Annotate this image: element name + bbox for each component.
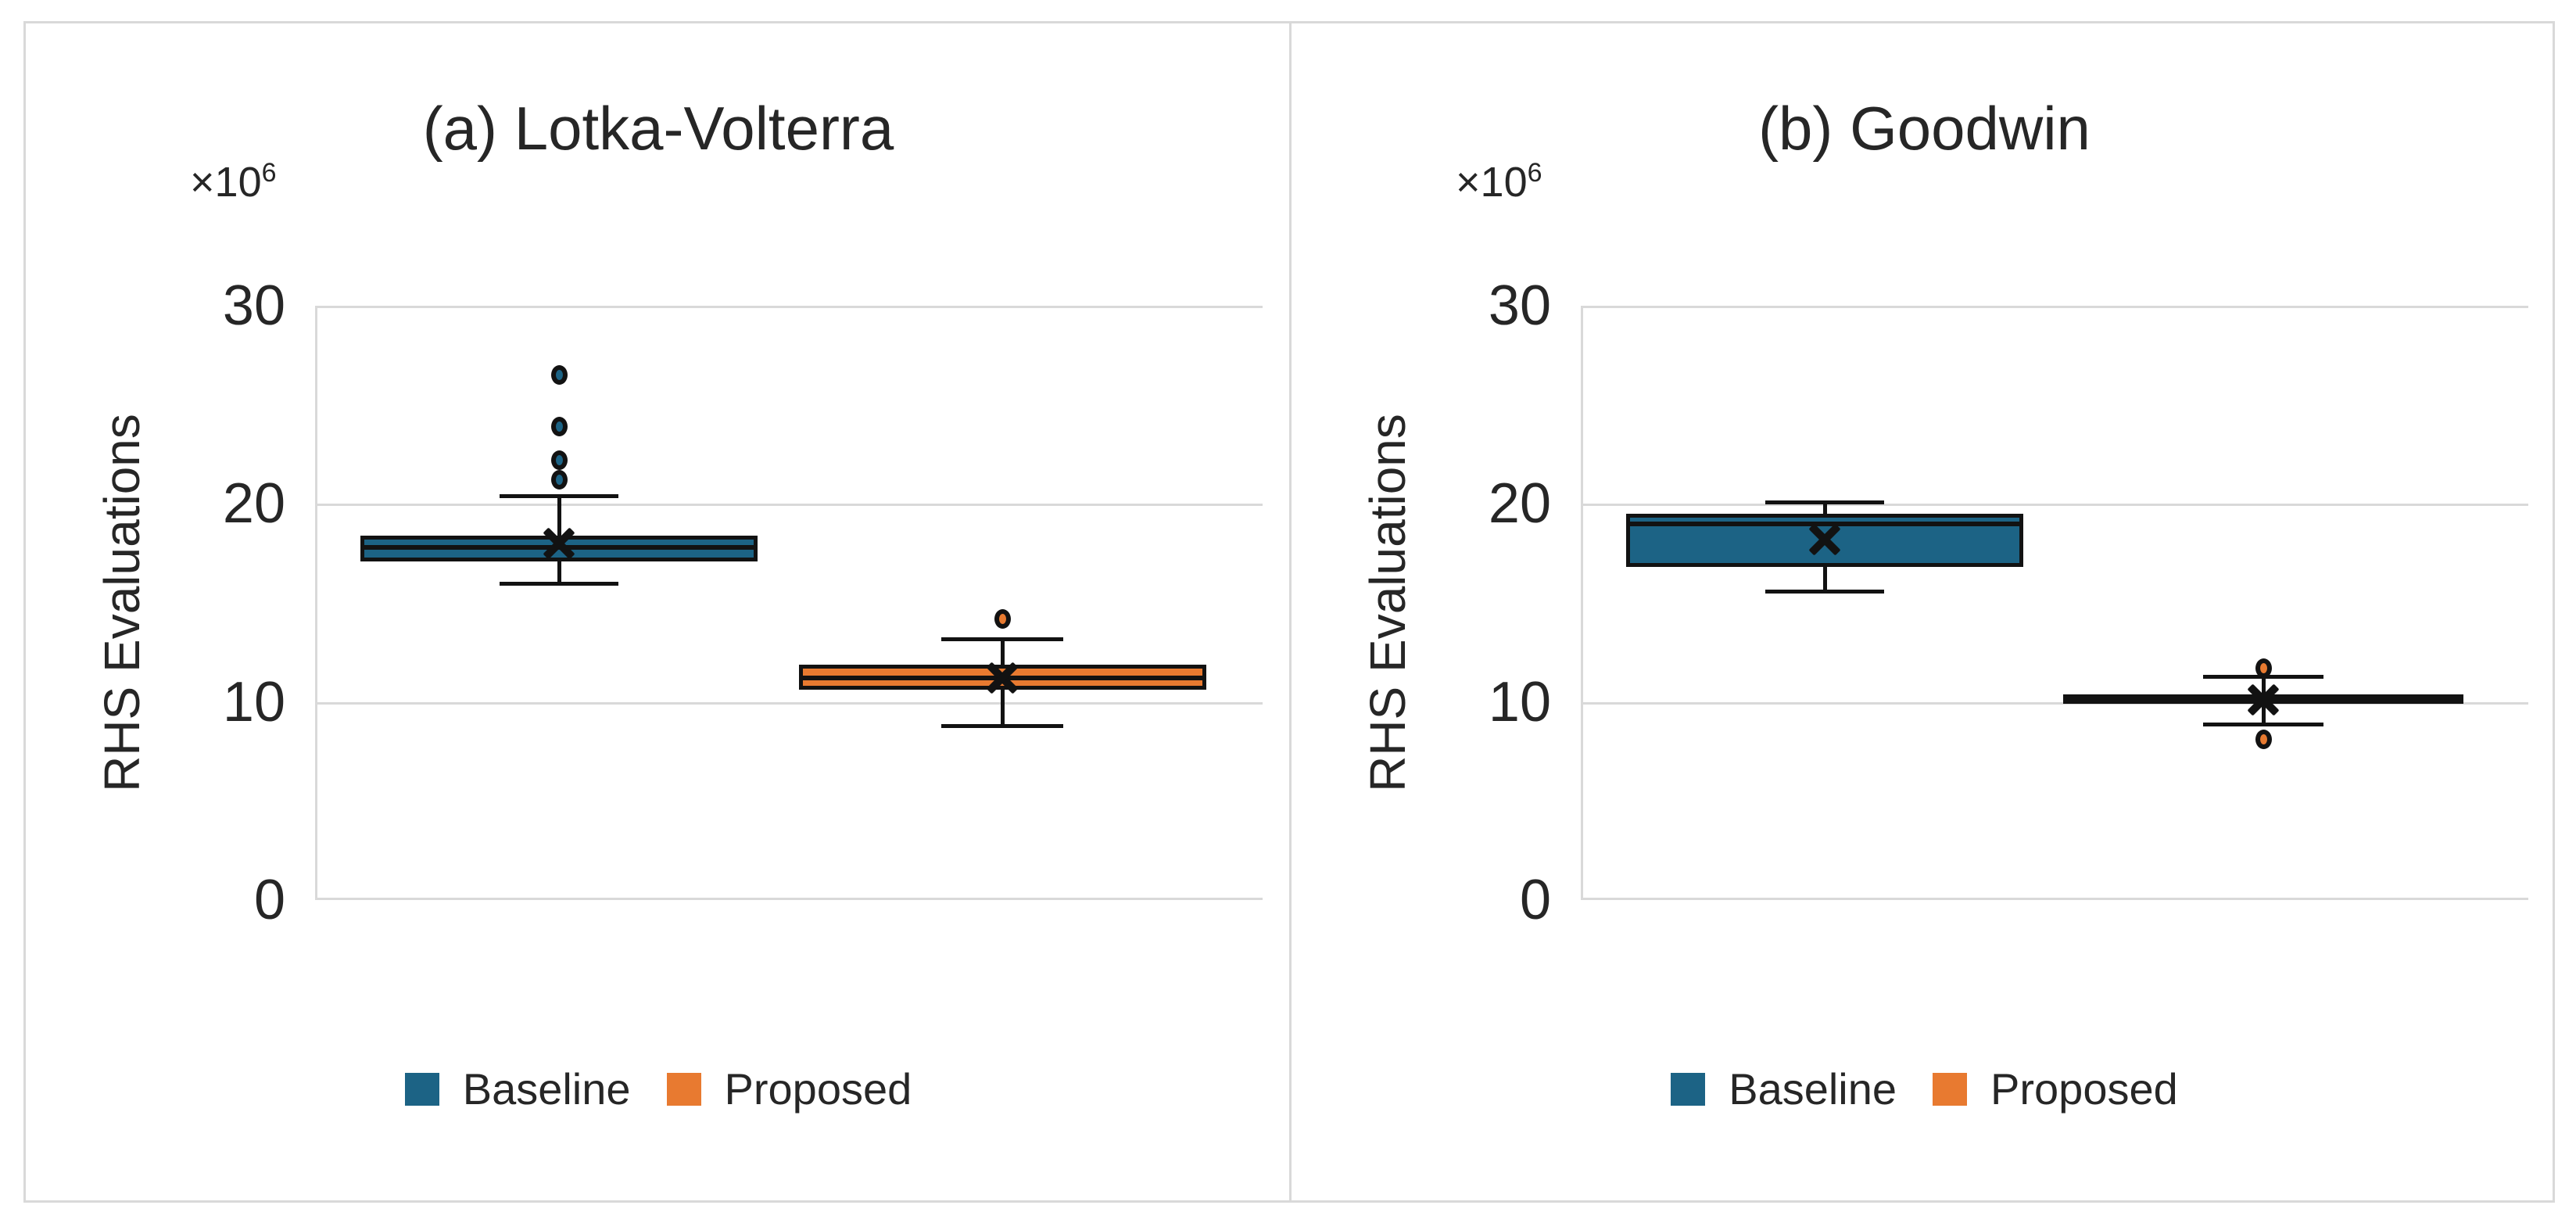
y-axis-title: RHS Evaluations — [94, 414, 150, 792]
outlier-dot — [550, 365, 568, 386]
y-tick-label: 20 — [1488, 472, 1551, 536]
panel-title: (b) Goodwin — [1758, 94, 2091, 163]
y-tick-label: 10 — [222, 670, 285, 733]
whisker-cap — [941, 724, 1064, 729]
y-tick-label: 20 — [222, 472, 285, 536]
panel-title: (a) Lotka-Volterra — [422, 94, 894, 163]
legend-swatch — [666, 1072, 701, 1106]
whisker-cap — [941, 637, 1064, 641]
gridline — [317, 701, 1263, 705]
mean-marker — [540, 525, 578, 562]
box-group-proposed — [798, 306, 1206, 900]
y-tick-label: 30 — [222, 274, 285, 337]
mean-marker — [2245, 681, 2282, 719]
y-axis-scale-label: ×106 — [190, 158, 277, 206]
scale-exponent: 6 — [261, 158, 277, 188]
scale-mantissa: ×10 — [190, 159, 262, 206]
gridline — [317, 898, 1263, 900]
outlier-dot — [550, 417, 568, 437]
gridline — [1583, 898, 2528, 900]
scale-exponent: 6 — [1527, 158, 1542, 188]
outlier-dot — [550, 450, 568, 471]
box-group-baseline — [1626, 306, 2023, 900]
whisker-cap — [1765, 500, 1885, 504]
y-axis-title: RHS Evaluations — [1360, 414, 1416, 792]
whisker-cap — [2203, 722, 2323, 726]
y-tick-label: 30 — [1488, 274, 1551, 337]
gridline — [317, 504, 1263, 507]
y-tick-label: 0 — [1519, 869, 1551, 931]
plot-area — [1581, 306, 2528, 900]
legend-label: Proposed — [724, 1064, 912, 1114]
legend-item: Baseline — [1671, 1063, 1897, 1114]
legend-swatch — [1933, 1072, 1968, 1106]
scale-mantissa: ×10 — [1456, 159, 1528, 206]
outlier-dot — [2255, 730, 2272, 750]
gridline — [317, 306, 1263, 308]
y-tick-label: 10 — [1488, 670, 1551, 733]
box-group-baseline — [360, 306, 758, 900]
legend: Baseline Proposed — [1292, 1063, 2557, 1114]
outlier-dot — [994, 608, 1011, 629]
panel-divider — [1289, 23, 1292, 1200]
figure: (a) Lotka-Volterra ×106 RHS Evaluations … — [23, 21, 2555, 1203]
outlier-dot — [2255, 658, 2272, 679]
legend-item: Baseline — [404, 1063, 631, 1114]
y-axis-scale-label: ×106 — [1456, 158, 1542, 206]
outlier-dot — [550, 470, 568, 490]
legend-label: Proposed — [1990, 1064, 2178, 1114]
legend: Baseline Proposed — [26, 1063, 1291, 1114]
whisker-cap — [1765, 589, 1885, 594]
mean-marker — [1806, 521, 1843, 558]
y-tick-label: 0 — [253, 869, 285, 931]
legend-item: Proposed — [666, 1063, 912, 1114]
legend-label: Baseline — [1729, 1064, 1897, 1114]
box-group-proposed — [2063, 306, 2463, 900]
panel-a: (a) Lotka-Volterra ×106 RHS Evaluations … — [26, 23, 1291, 1200]
mean-marker — [983, 659, 1021, 697]
legend-item: Proposed — [1933, 1063, 2178, 1114]
legend-label: Baseline — [462, 1064, 631, 1114]
whisker-cap — [499, 494, 619, 499]
gridline — [1583, 306, 2528, 308]
gridline — [1583, 701, 2528, 705]
legend-swatch — [404, 1072, 439, 1106]
legend-swatch — [1671, 1072, 1706, 1106]
median-line — [1626, 521, 2023, 526]
plot-area — [315, 306, 1263, 900]
gridline — [1583, 504, 2528, 507]
panel-b: (b) Goodwin ×106 RHS Evaluations 30 20 10 0… — [1292, 23, 2557, 1200]
whisker-cap — [499, 581, 619, 586]
